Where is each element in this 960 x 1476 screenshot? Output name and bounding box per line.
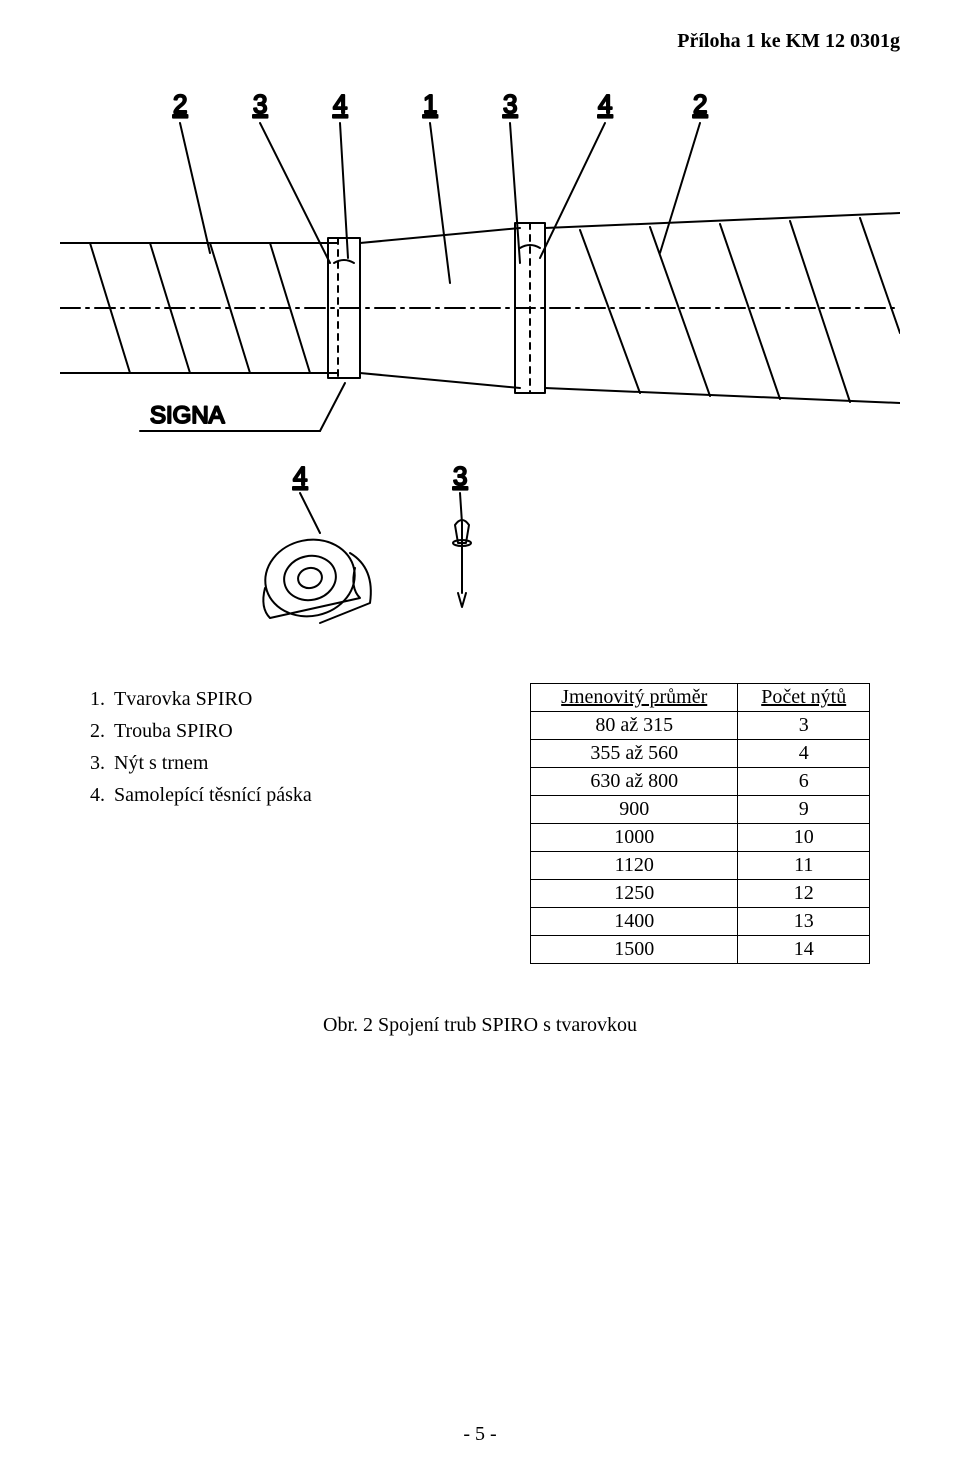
table-cell: 3 (738, 712, 870, 740)
svg-text:3: 3 (503, 89, 517, 119)
svg-text:4: 4 (293, 461, 307, 491)
page-number: - 5 - (0, 1423, 960, 1446)
rivet-icon (453, 520, 471, 607)
spiro-diagram: 2 3 4 1 3 4 2 (60, 83, 900, 643)
table-cell: 900 (531, 796, 738, 824)
table-row: 1400 13 (531, 908, 870, 936)
legend-item-1: 1. Tvarovka SPIRO (90, 683, 312, 715)
legend-num: 3. (90, 747, 114, 779)
rivet-count-table: Jmenovitý průměr Počet nýtů 80 až 315 3 … (530, 683, 870, 964)
table-row: 1000 10 (531, 824, 870, 852)
page: Příloha 1 ke KM 12 0301g 2 3 4 1 3 (0, 0, 960, 1476)
tape-roll-icon (258, 531, 371, 624)
top-label-3a: 3 (253, 89, 330, 263)
legend-num: 4. (90, 779, 114, 811)
bottom-label-3: 3 (453, 461, 467, 523)
legend-text: Tvarovka SPIRO (114, 683, 252, 715)
legend-item-2: 2. Trouba SPIRO (90, 715, 312, 747)
table-row: 80 až 315 3 (531, 712, 870, 740)
table-row: 630 až 800 6 (531, 768, 870, 796)
table-cell: 12 (738, 880, 870, 908)
legend-item-4: 4. Samolepící těsnící páska (90, 779, 312, 811)
table-row: 1120 11 (531, 852, 870, 880)
table-cell: 1120 (531, 852, 738, 880)
svg-text:3: 3 (253, 89, 267, 119)
legend-list: 1. Tvarovka SPIRO 2. Trouba SPIRO 3. Nýt… (90, 683, 312, 811)
legend-num: 2. (90, 715, 114, 747)
svg-text:4: 4 (333, 89, 347, 119)
table-cell: 14 (738, 936, 870, 964)
figure-caption: Obr. 2 Spojení trub SPIRO s tvarovkou (60, 1014, 900, 1037)
table-cell: 1400 (531, 908, 738, 936)
table-cell: 1000 (531, 824, 738, 852)
table-row: 1250 12 (531, 880, 870, 908)
table-cell: 11 (738, 852, 870, 880)
legend-text: Samolepící těsnící páska (114, 779, 312, 811)
legend-item-3: 3. Nýt s trnem (90, 747, 312, 779)
attachment-header: Příloha 1 ke KM 12 0301g (60, 30, 900, 53)
top-label-2b: 2 (660, 89, 707, 253)
svg-text:3: 3 (453, 461, 467, 491)
table-cell: 1500 (531, 936, 738, 964)
svg-text:SIGNA: SIGNA (150, 402, 225, 429)
table-cell: 630 až 800 (531, 768, 738, 796)
table-cell: 1250 (531, 880, 738, 908)
table-cell: 9 (738, 796, 870, 824)
legend-text: Trouba SPIRO (114, 715, 233, 747)
table-cell: 80 až 315 (531, 712, 738, 740)
table-header-rivets: Počet nýtů (738, 684, 870, 712)
svg-text:2: 2 (173, 89, 187, 119)
svg-text:1: 1 (423, 89, 437, 119)
table-cell: 6 (738, 768, 870, 796)
top-label-2a: 2 (173, 89, 210, 253)
svg-text:2: 2 (693, 89, 707, 119)
table-cell: 4 (738, 740, 870, 768)
top-label-1: 1 (423, 89, 450, 283)
table-cell: 355 až 560 (531, 740, 738, 768)
table-cell: 13 (738, 908, 870, 936)
table-row: 1500 14 (531, 936, 870, 964)
content-row: 1. Tvarovka SPIRO 2. Trouba SPIRO 3. Nýt… (60, 683, 900, 964)
table-row: 355 až 560 4 (531, 740, 870, 768)
table-row: 900 9 (531, 796, 870, 824)
svg-text:4: 4 (598, 89, 612, 119)
legend-text: Nýt s trnem (114, 747, 208, 779)
top-label-4b: 4 (540, 89, 612, 258)
top-label-3b: 3 (503, 89, 520, 263)
bottom-label-4: 4 (293, 461, 320, 533)
top-label-4a: 4 (333, 89, 348, 258)
table-header-diameter: Jmenovitý průměr (531, 684, 738, 712)
table-cell: 10 (738, 824, 870, 852)
legend-num: 1. (90, 683, 114, 715)
